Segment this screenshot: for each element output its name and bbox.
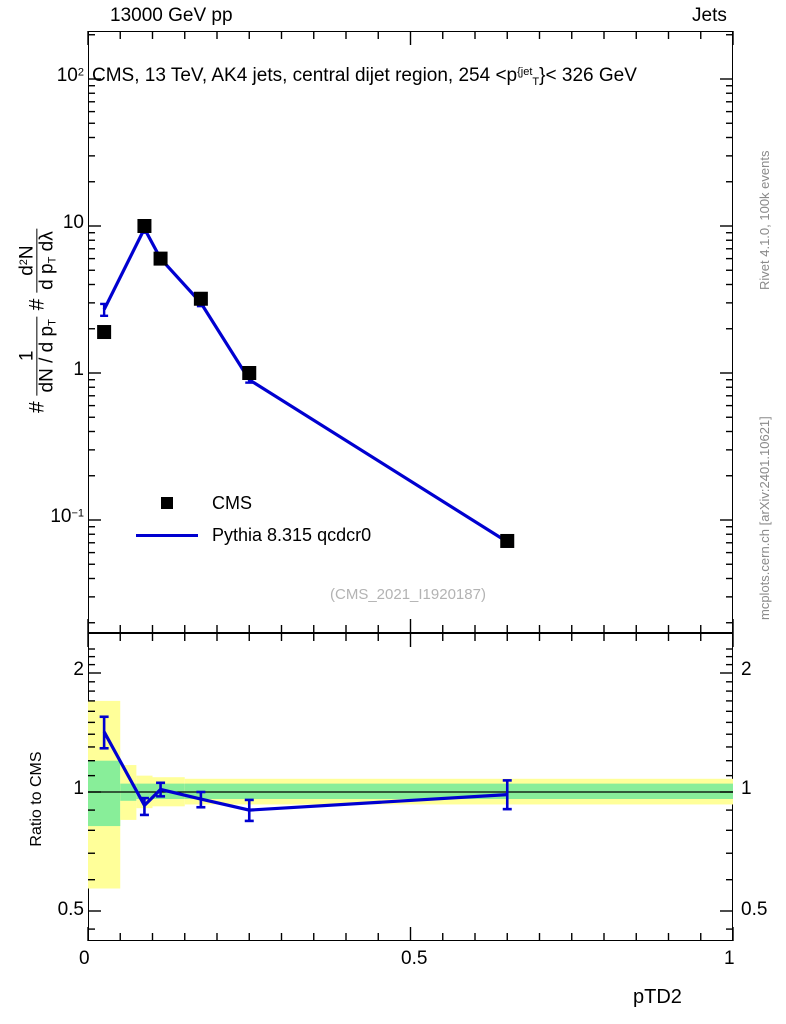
- ratio-y-tick-label-left-1: 1: [73, 778, 84, 799]
- analysis-group-label: Jets: [692, 5, 727, 26]
- main-y-tick-label-3: 10−1: [50, 506, 84, 527]
- legend-marker-line-icon: [128, 533, 206, 537]
- ratio-y-tick-label-right-2: 0.5: [741, 899, 768, 920]
- plot-title-sup: {jet: [517, 65, 533, 78]
- main-y-tick-label-0: 102: [56, 65, 84, 86]
- plot-title: CMS, 13 TeV, AK4 jets, central dijet reg…: [92, 65, 637, 88]
- ratio-y-tick-label-left-2: 0.5: [57, 899, 84, 920]
- ratio-plot-frame: [88, 633, 733, 941]
- y-label-lambda: λ: [36, 231, 58, 241]
- rivet-version-caption: Rivet 4.1.0, 100k events: [757, 150, 772, 290]
- hash-symbol-2: #: [25, 298, 49, 311]
- y-label-numerator-2: d2N: [16, 228, 38, 293]
- analysis-id-watermark: (CMS_2021_I1920187): [330, 586, 486, 603]
- x-tick-label-1: 0.5: [401, 948, 428, 969]
- y-label-num2-d: d: [16, 265, 38, 276]
- y-label-numerator-1: 1: [16, 316, 38, 396]
- y-label-den2-sub: T: [46, 256, 59, 264]
- ratio-y-tick-label-right-0: 2: [741, 659, 752, 680]
- main-y-tick-label-2: 1: [73, 359, 84, 380]
- y-label-den-sub-1: T: [46, 319, 59, 326]
- legend-label-pythia: Pythia 8.315 qcdcr0: [212, 524, 372, 545]
- ratio-y-axis-label: Ratio to CMS: [28, 751, 45, 847]
- beam-energy-label: 13000 GeV pp: [110, 5, 233, 26]
- main-y-axis-label: # 1 dN / d pT # d2N d pT dλ: [16, 191, 59, 451]
- y-label-den-text-1: dN / d p: [36, 325, 58, 393]
- plot-title-sub: T: [532, 75, 540, 88]
- y-label-denominator-1: dN / d pT: [36, 316, 59, 395]
- y-label-fraction-2: d2N d pT dλ: [16, 228, 59, 293]
- ratio-y-tick-label-right-1: 1: [741, 778, 752, 799]
- hash-symbol-1: #: [25, 401, 49, 414]
- y-label-denominator-2: d pT dλ: [36, 228, 59, 293]
- plot-title-post: }< 326 GeV: [539, 65, 637, 86]
- x-axis-label: pTD2: [633, 986, 682, 1008]
- y-label-num2-sup: 2: [17, 259, 30, 266]
- x-tick-label-0: 0: [79, 948, 90, 969]
- legend-entry-pythia: Pythia 8.315 qcdcr0: [128, 519, 371, 551]
- y-label-den2-d: d: [36, 240, 58, 257]
- y-label-fraction-1: 1 dN / d pT: [16, 316, 59, 396]
- plot-title-pre: CMS, 13 TeV, AK4 jets, central dijet reg…: [92, 65, 518, 86]
- x-tick-label-2: 1: [724, 948, 735, 969]
- main-y-tick-label-1: 10: [62, 212, 84, 233]
- ratio-y-tick-label-left-0: 2: [73, 659, 84, 680]
- legend: CMS Pythia 8.315 qcdcr0: [128, 487, 371, 551]
- legend-label-cms: CMS: [212, 492, 252, 513]
- y-label-den2-dp: d p: [36, 263, 58, 290]
- y-label-num2-n: N: [16, 245, 38, 260]
- legend-marker-square-icon: [128, 497, 206, 509]
- legend-entry-cms: CMS: [128, 487, 371, 519]
- mcplots-source-caption: mcplots.cern.ch [arXiv:2401.10621]: [757, 416, 772, 620]
